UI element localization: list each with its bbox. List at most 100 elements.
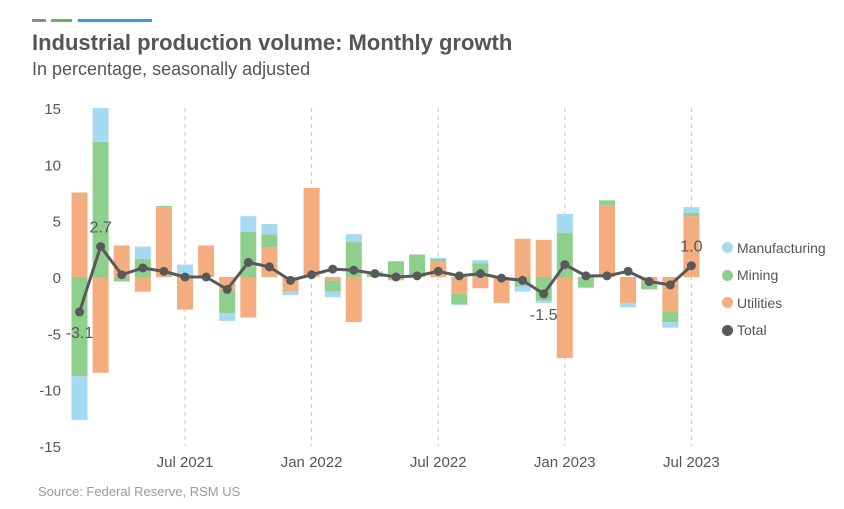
bar-mining	[113, 277, 130, 282]
bar-mining	[324, 280, 341, 292]
legend-item-mining[interactable]: Mining	[722, 262, 826, 290]
bar-manufacturing	[556, 213, 573, 234]
y-tick-label: -10	[39, 383, 61, 400]
bar-manufacturing	[134, 246, 151, 259]
bar-manufacturing	[535, 300, 552, 303]
legend-item-utilities[interactable]: Utilities	[722, 289, 826, 317]
total-point	[560, 260, 570, 270]
bar-manufacturing	[71, 376, 88, 421]
bar-utilities	[177, 277, 193, 310]
source-note: Source: Federal Reserve, RSM US	[38, 484, 241, 499]
bar-utilities	[155, 207, 172, 277]
bar-mining	[261, 234, 278, 248]
bar-mining	[451, 293, 468, 305]
manufacturing-swatch-icon	[722, 242, 733, 254]
bar-manufacturing	[620, 302, 637, 308]
bar-utilities	[71, 192, 88, 277]
legend-label: Total	[737, 322, 767, 339]
x-tick-label: Jan 2022	[281, 454, 343, 471]
total-point	[623, 266, 633, 276]
header-accent-blue	[78, 19, 152, 22]
total-point	[581, 271, 591, 281]
bar-mining	[599, 200, 615, 205]
x-tick-label: Jul 2021	[157, 454, 214, 471]
x-tick-label: Jul 2023	[663, 454, 720, 471]
total-point	[159, 266, 169, 276]
total-point	[391, 272, 401, 282]
total-point	[96, 242, 106, 252]
bar-utilities	[92, 277, 109, 373]
y-tick-label: 5	[53, 214, 61, 231]
legend-label: Manufacturing	[737, 239, 826, 256]
total-point	[264, 262, 274, 272]
data-label: 1.0	[680, 239, 702, 256]
bar-utilities	[240, 277, 257, 318]
bar-manufacturing	[92, 108, 109, 142]
bar-manufacturing	[240, 216, 257, 232]
utilities-swatch-icon	[722, 297, 733, 309]
total-point	[180, 272, 190, 282]
bar-mining	[409, 254, 426, 277]
total-point	[433, 266, 443, 276]
bar-manufacturing	[683, 207, 700, 213]
bar-utilities	[493, 277, 510, 303]
total-point	[201, 272, 211, 282]
total-point	[412, 271, 422, 281]
bar-mining	[219, 290, 236, 314]
legend-item-manufacturing[interactable]: Manufacturing	[722, 234, 826, 262]
bar-utilities	[261, 247, 278, 277]
bar-utilities	[324, 277, 341, 281]
bar-mining	[683, 212, 700, 217]
legend: Manufacturing Mining Utilities Total	[722, 234, 826, 344]
total-point	[454, 271, 464, 281]
bar-mining	[388, 261, 404, 277]
legend-label: Mining	[737, 267, 779, 284]
total-point	[539, 289, 549, 299]
bar-manufacturing	[430, 257, 447, 259]
bar-mining	[92, 141, 109, 277]
bar-mining	[430, 258, 447, 262]
total-point	[349, 265, 359, 275]
bar-utilities	[556, 277, 573, 359]
y-tick-label: -15	[39, 439, 61, 456]
total-point	[475, 269, 485, 279]
total-point	[243, 257, 253, 267]
bar-utilities	[535, 239, 552, 277]
bar-manufacturing	[282, 291, 299, 296]
bar-manufacturing	[177, 264, 193, 277]
total-point	[286, 275, 295, 285]
total-point	[518, 275, 528, 285]
chart-subtitle: In percentage, seasonally adjusted	[32, 59, 311, 79]
y-tick-label: 0	[53, 270, 61, 287]
header-accent-green	[51, 19, 72, 22]
legend-label: Utilities	[737, 294, 783, 311]
bar-manufacturing	[662, 322, 679, 328]
mining-swatch-icon	[722, 269, 733, 281]
bar-utilities	[451, 277, 468, 294]
total-point	[328, 264, 338, 274]
y-tick-label: -5	[48, 326, 61, 343]
total-point	[686, 261, 696, 271]
y-tick-label: 15	[44, 101, 61, 118]
bar-utilities	[472, 277, 489, 289]
bar-utilities	[620, 277, 637, 303]
bar-manufacturing	[324, 291, 341, 298]
data-label: -1.5	[530, 307, 558, 324]
bar-utilities	[303, 187, 320, 277]
total-point	[602, 271, 612, 281]
bar-utilities	[134, 277, 151, 292]
x-tick-label: Jul 2022	[410, 454, 467, 471]
x-tick-label: Jan 2023	[534, 454, 596, 471]
bar-mining	[577, 277, 594, 288]
total-point	[497, 273, 506, 283]
total-point	[307, 270, 317, 280]
total-point	[665, 280, 675, 290]
total-point	[370, 269, 380, 279]
bar-utilities	[683, 216, 700, 277]
total-point	[222, 284, 232, 294]
data-label: 2.7	[89, 220, 111, 237]
bar-utilities	[345, 277, 362, 323]
legend-item-total[interactable]: Total	[722, 317, 826, 345]
bar-manufacturing	[577, 287, 594, 289]
